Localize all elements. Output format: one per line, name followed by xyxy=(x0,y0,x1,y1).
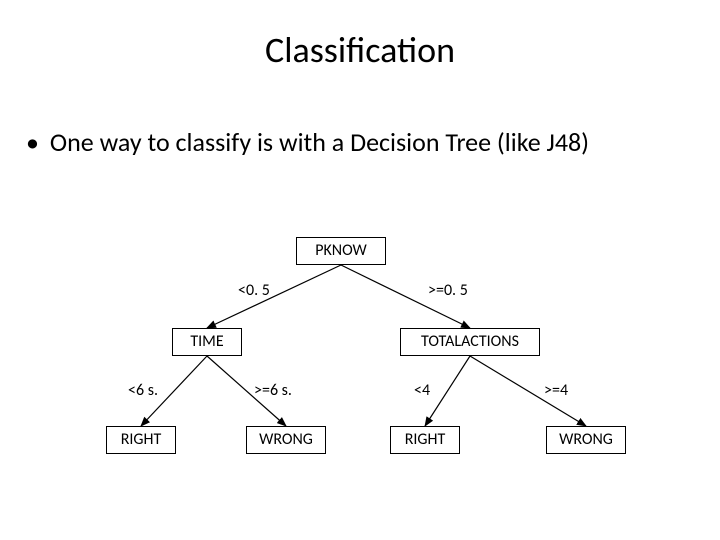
bullet-text: One way to classify is with a Decision T… xyxy=(50,126,694,159)
tree-node-l_r: RIGHT xyxy=(106,426,176,454)
tree-edge-label-tot-r_r: <4 xyxy=(414,381,430,400)
tree-node-tot: TOTALACTIONS xyxy=(400,328,540,356)
tree-edge-label-root-time: <0. 5 xyxy=(238,281,270,300)
tree-node-l_w: WRONG xyxy=(246,426,326,454)
tree-edge-label-tot-r_w: >=4 xyxy=(544,381,568,400)
tree-node-r_r: RIGHT xyxy=(390,426,460,454)
tree-edge-label-root-tot: >=0. 5 xyxy=(428,281,468,300)
bullet-dot-icon: • xyxy=(26,126,44,159)
tree-edge-label-time-l_w: >=6 s. xyxy=(254,381,292,400)
tree-edge-tot-r_r xyxy=(425,356,470,426)
tree-edge-root-time xyxy=(207,265,341,328)
tree-edge-label-time-l_r: <6 s. xyxy=(128,381,158,400)
page-title: Classification xyxy=(0,28,720,72)
tree-edges xyxy=(0,0,720,540)
tree-node-r_w: WRONG xyxy=(546,426,626,454)
tree-node-root: PKNOW xyxy=(296,237,386,265)
tree-edge-tot-r_w xyxy=(470,356,586,426)
tree-node-time: TIME xyxy=(172,328,242,356)
bullet-item: • One way to classify is with a Decision… xyxy=(26,126,694,159)
